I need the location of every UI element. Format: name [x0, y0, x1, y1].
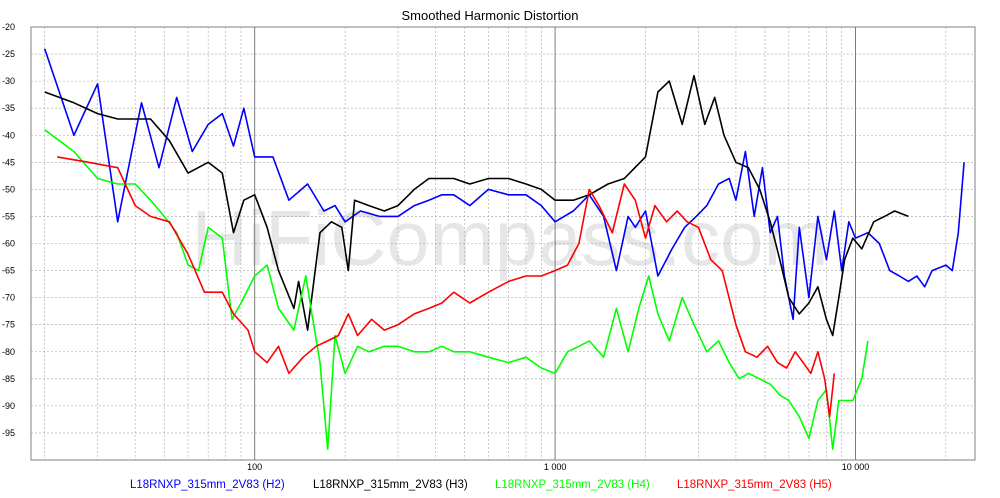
- y-tick-label: -90: [2, 401, 15, 411]
- y-tick-label: -80: [2, 347, 15, 357]
- legend-entry: L18RNXP_315mm_2V83 (H2): [130, 479, 285, 491]
- grid: [31, 26, 975, 460]
- y-tick-label: -25: [2, 49, 15, 59]
- y-tick-label: -75: [2, 320, 15, 330]
- x-axis-ticks: 100 1 000 10 000: [247, 462, 869, 472]
- legend: L18RNXP_315mm_2V83 (H2) L18RNXP_315mm_2V8…: [130, 479, 832, 491]
- y-tick-label: -55: [2, 211, 15, 221]
- series-line-5: [57, 156, 836, 418]
- x-tick-label: 10 000: [842, 462, 870, 472]
- series-line-3: [44, 74, 909, 337]
- y-tick-label: -35: [2, 103, 15, 113]
- y-tick-label: -60: [2, 239, 15, 249]
- y-tick-label: -95: [2, 428, 15, 438]
- legend-entry: L18RNXP_315mm_2V83 (H3): [313, 479, 468, 491]
- y-tick-label: -20: [2, 22, 15, 32]
- y-axis-ticks: -20 -25 -30 -35 -40 -45 -50 -55 -60 -65 -70 -75 -80 -…: [2, 22, 15, 438]
- y-tick-label: -45: [2, 157, 15, 167]
- legend-entry: L18RNXP_315mm_2V83 (H5): [677, 479, 832, 491]
- series-line-4: [44, 129, 869, 451]
- legend-entry: L18RNXP_315mm_2V83 (H4): [495, 479, 650, 491]
- series-line-2: [43, 48, 965, 321]
- y-tick-label: -40: [2, 130, 15, 140]
- y-tick-label: -85: [2, 374, 15, 384]
- y-tick-label: -70: [2, 293, 15, 303]
- y-tick-label: -65: [2, 266, 15, 276]
- x-tick-label: 1 000: [544, 462, 567, 472]
- chart-title: Smoothed Harmonic Distortion: [401, 8, 578, 23]
- series-lines: [43, 48, 965, 451]
- plot-frame: [30, 26, 976, 461]
- y-tick-label: -50: [2, 184, 15, 194]
- watermark: HiFiCompass.com: [191, 194, 828, 282]
- x-tick-label: 100: [247, 462, 262, 472]
- y-tick-label: -30: [2, 76, 15, 86]
